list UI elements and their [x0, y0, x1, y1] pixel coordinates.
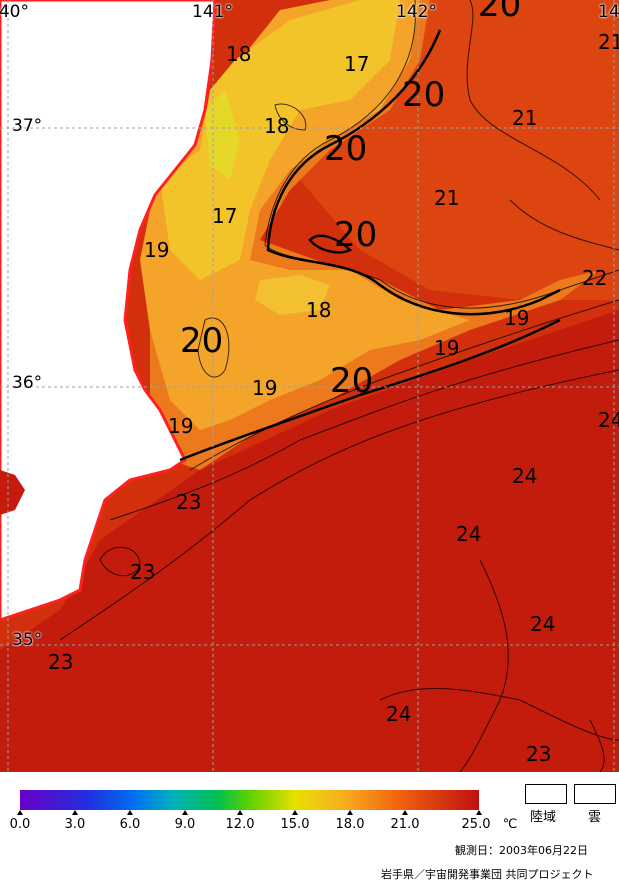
- lon-label-140: 140°: [0, 2, 29, 22]
- cloud-key-label: 雲: [588, 810, 602, 825]
- isotherm-label-20: 20: [324, 129, 368, 169]
- isotherm-label: 23: [48, 650, 74, 674]
- scale-tick-label: 9.0: [174, 817, 196, 832]
- isotherm-label: 24: [386, 702, 412, 726]
- isotherm-label: 23: [526, 742, 552, 766]
- offshore-21-region: [300, 0, 619, 300]
- lon-label-141: 141°: [192, 2, 233, 22]
- warm-water-region: [0, 310, 619, 772]
- lat-label-36: 36°: [12, 373, 43, 393]
- isotherm-20-bold: [179, 29, 561, 462]
- isotherm-lines: [59, 0, 619, 772]
- isotherm-label: 24: [598, 408, 619, 432]
- scale-unit: ℃: [502, 817, 518, 832]
- isotherm-label: 19: [144, 238, 170, 262]
- scale-tick-label: 3.0: [64, 817, 86, 832]
- isotherm-label: 23: [176, 490, 202, 514]
- sea-surface-temperature-map: [0, 0, 619, 772]
- graticule: [0, 0, 619, 772]
- tick-mark: [347, 810, 353, 815]
- tick-mark: [292, 810, 298, 815]
- land-key-swatch: [525, 784, 567, 804]
- isotherm-label: 22: [582, 266, 608, 290]
- region-17c-core: [205, 90, 240, 180]
- isotherm-label-20: 20: [334, 215, 378, 255]
- cloud-key-swatch: [574, 784, 616, 804]
- isotherm-label: 24: [456, 522, 482, 546]
- temperature-color-scale: [20, 790, 479, 810]
- lat-label-35: 35°: [12, 630, 43, 650]
- isotherm-label: 23: [130, 560, 156, 584]
- region-17c: [160, 0, 400, 280]
- tick-mark: [182, 810, 188, 815]
- isotherm-label-20: 20: [180, 321, 224, 361]
- tick-mark: [127, 810, 133, 815]
- isotherm-label: 24: [530, 612, 556, 636]
- isotherm-label: 19: [252, 376, 278, 400]
- isotherm-label: 18: [306, 298, 332, 322]
- lon-label-143: 143°: [598, 2, 619, 22]
- isotherm-label: 18: [264, 114, 290, 138]
- region-18c-patch: [255, 275, 330, 315]
- isotherm-label: 19: [504, 306, 530, 330]
- isotherm-label: 21: [598, 30, 619, 54]
- credit-line: 岩手県／宇宙開発事業団 共同プロジェクト: [381, 868, 594, 881]
- isotherm-label: 19: [168, 414, 194, 438]
- scale-tick-label: 18.0: [335, 817, 365, 832]
- scale-tick-label: 21.0: [390, 817, 420, 832]
- isotherm-label-20: 20: [478, 0, 522, 25]
- tick-mark: [72, 810, 78, 815]
- isotherm-label: 21: [512, 106, 538, 130]
- observation-date: 観測日：2003年06月22日: [455, 844, 588, 857]
- isotherm-label: 24: [512, 464, 538, 488]
- scale-tick-label: 12.0: [225, 817, 255, 832]
- scale-tick-label: 15.0: [280, 817, 310, 832]
- isotherm-label: 17: [212, 204, 238, 228]
- tick-mark: [17, 810, 23, 815]
- tick-mark: [476, 810, 482, 815]
- isotherm-label-20: 20: [330, 361, 374, 401]
- isotherm-label: 19: [434, 336, 460, 360]
- isotherm-label: 18: [226, 42, 252, 66]
- red-patch-west: [0, 470, 25, 515]
- isotherm-label: 21: [434, 186, 460, 210]
- scale-tick-label: 6.0: [119, 817, 141, 832]
- lat-label-37: 37°: [12, 116, 43, 136]
- scale-tick-label: 25.0: [461, 817, 491, 832]
- tick-mark: [402, 810, 408, 815]
- lon-label-142: 142°: [396, 2, 437, 22]
- isotherm-label: 17: [344, 52, 370, 76]
- scale-tick-label: 0.0: [9, 817, 31, 832]
- land-honshu: [0, 0, 217, 622]
- land-key-label: 陸域: [530, 810, 557, 825]
- isotherm-label-20: 20: [402, 75, 446, 115]
- tick-mark: [237, 810, 243, 815]
